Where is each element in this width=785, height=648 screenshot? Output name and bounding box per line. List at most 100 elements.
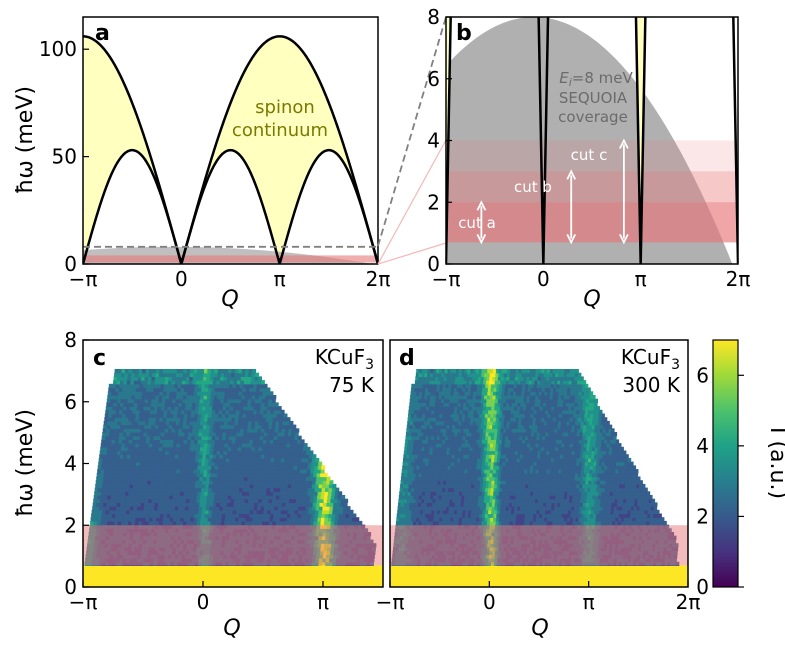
heatmap-cell: [164, 406, 169, 411]
heatmap-cell: [122, 487, 127, 492]
heatmap-cell: [115, 387, 120, 392]
heatmap-cell: [473, 513, 477, 518]
heatmap-cell: [109, 428, 114, 433]
heatmap-cell: [226, 480, 231, 485]
heatmap-cell: [121, 395, 125, 400]
heatmap-cell: [244, 398, 249, 403]
heatmap-cell: [263, 487, 268, 492]
heatmap-cell: [243, 428, 248, 433]
heatmap-cell: [128, 413, 133, 418]
heatmap-cell: [315, 457, 320, 463]
heatmap-cell: [288, 506, 293, 511]
heatmap-cell: [166, 417, 171, 422]
heatmap-cell: [249, 483, 254, 489]
heatmap-cell: [101, 465, 106, 470]
heatmap-cell: [288, 428, 293, 433]
heatmap-cell: [584, 517, 588, 522]
heatmap-cell: [162, 446, 167, 452]
heatmap-cell: [193, 395, 198, 400]
heatmap-cell: [476, 509, 481, 515]
heatmap-cell: [159, 513, 164, 518]
heatmap-cell: [257, 428, 262, 433]
heatmap-cell: [205, 509, 210, 515]
heatmap-cell: [354, 520, 359, 526]
heatmap-cell: [343, 506, 348, 511]
heatmap-cell: [97, 491, 102, 496]
heatmap-cell: [219, 454, 224, 459]
heatmap-cell: [306, 469, 311, 474]
heatmap-cell: [258, 446, 263, 452]
heatmap-cell: [165, 520, 170, 526]
heatmap-cell: [322, 506, 327, 511]
heatmap-cell: [139, 435, 144, 440]
heatmap-cell: [116, 454, 121, 459]
heatmap-cell: [235, 487, 240, 492]
heatmap-cell: [255, 417, 260, 422]
heatmap-cell: [159, 369, 164, 374]
heatmap-cell: [178, 428, 183, 433]
heatmap-cell: [266, 491, 271, 496]
heatmap-cell: [300, 439, 305, 444]
heatmap-cell: [526, 520, 531, 526]
heatmap-cell: [114, 420, 119, 426]
heatmap-cell: [170, 487, 175, 492]
heatmap-cell: [284, 457, 289, 463]
heatmap-cell: [165, 450, 169, 455]
heatmap-cell: [229, 454, 234, 459]
heatmap-cell: [251, 446, 256, 452]
heatmap-cell: [180, 465, 185, 470]
heatmap-cell: [214, 369, 219, 374]
heatmap-cell: [184, 483, 189, 489]
heatmap-cell: [211, 487, 216, 492]
heatmap-cell: [222, 432, 227, 437]
heatmap-cell: [217, 520, 222, 526]
heatmap-cell: [180, 413, 185, 418]
heatmap-cell: [286, 469, 291, 474]
heatmap-cell: [212, 428, 217, 433]
heatmap-cell: [251, 450, 255, 455]
heatmap-cell: [272, 420, 277, 426]
heatmap-cell: [177, 513, 182, 518]
heatmap-cell: [152, 520, 156, 526]
heatmap-cell: [244, 376, 249, 381]
heatmap-cell: [290, 439, 295, 444]
heatmap-cell: [315, 480, 320, 485]
heatmap-cell: [125, 465, 130, 470]
heatmap-cell: [140, 502, 145, 507]
heatmap-cell: [198, 480, 203, 485]
heatmap-cell: [287, 509, 292, 515]
heatmap-cell: [158, 502, 162, 507]
heatmap-cell: [218, 483, 223, 489]
heatmap-cell: [295, 450, 300, 455]
heatmap-cell: [182, 498, 187, 503]
heatmap-cell: [96, 498, 101, 503]
heatmap-cell: [264, 480, 269, 485]
heatmap-cell: [107, 417, 112, 422]
heatmap-cell: [104, 513, 109, 518]
heatmap-cell: [125, 487, 130, 492]
heatmap-cell: [115, 509, 120, 515]
heatmap-cell: [637, 520, 642, 526]
heatmap-cell: [277, 480, 282, 485]
heatmap-cell: [240, 480, 245, 485]
heatmap-cell: [289, 446, 294, 452]
heatmap-cell: [110, 469, 115, 474]
heatmap-cell: [296, 469, 301, 474]
heatmap-cell: [163, 387, 168, 392]
heatmap-cell: [238, 469, 243, 474]
heatmap-cell: [138, 420, 143, 426]
heatmap-cell: [282, 495, 287, 500]
heatmap-cell: [138, 517, 143, 522]
heatmap-cell: [247, 498, 252, 503]
heatmap-cell: [216, 502, 221, 507]
heatmap-cell: [330, 498, 335, 503]
heatmap-cell: [164, 380, 169, 385]
heatmap-cell: [268, 498, 273, 503]
heatmap-cell: [129, 483, 134, 489]
heatmap-cell: [216, 424, 221, 429]
heatmap-cell: [174, 457, 179, 463]
heatmap-cell: [209, 402, 214, 407]
heatmap-cell: [285, 446, 290, 452]
heatmap-cell: [220, 420, 225, 426]
